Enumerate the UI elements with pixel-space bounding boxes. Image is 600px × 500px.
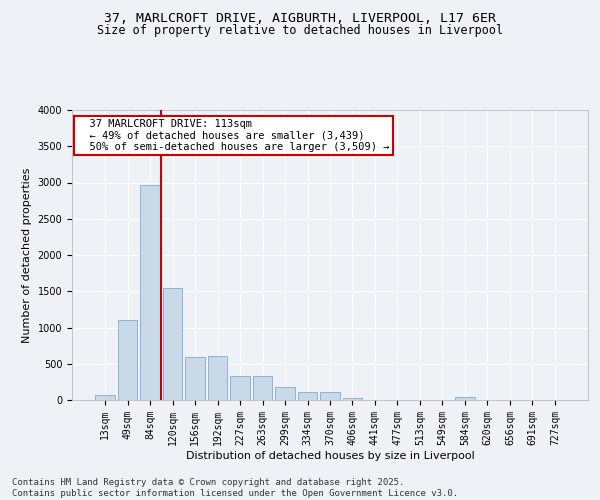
Bar	[185, 356, 205, 400]
Bar	[253, 376, 272, 400]
Bar	[230, 376, 250, 400]
Bar	[118, 320, 137, 400]
Bar	[275, 388, 295, 400]
Text: 37, MARLCROFT DRIVE, AIGBURTH, LIVERPOOL, L17 6ER: 37, MARLCROFT DRIVE, AIGBURTH, LIVERPOOL…	[104, 12, 496, 26]
Bar	[163, 288, 182, 400]
Text: 37 MARLCROFT DRIVE: 113sqm
  ← 49% of detached houses are smaller (3,439)
  50% : 37 MARLCROFT DRIVE: 113sqm ← 49% of deta…	[77, 118, 389, 152]
Text: Contains HM Land Registry data © Crown copyright and database right 2025.
Contai: Contains HM Land Registry data © Crown c…	[12, 478, 458, 498]
Bar	[95, 394, 115, 400]
X-axis label: Distribution of detached houses by size in Liverpool: Distribution of detached houses by size …	[185, 450, 475, 460]
Bar	[140, 184, 160, 400]
Text: Size of property relative to detached houses in Liverpool: Size of property relative to detached ho…	[97, 24, 503, 37]
Bar	[208, 356, 227, 400]
Bar	[343, 398, 362, 400]
Y-axis label: Number of detached properties: Number of detached properties	[22, 168, 32, 342]
Bar	[320, 392, 340, 400]
Bar	[455, 398, 475, 400]
Bar	[298, 392, 317, 400]
